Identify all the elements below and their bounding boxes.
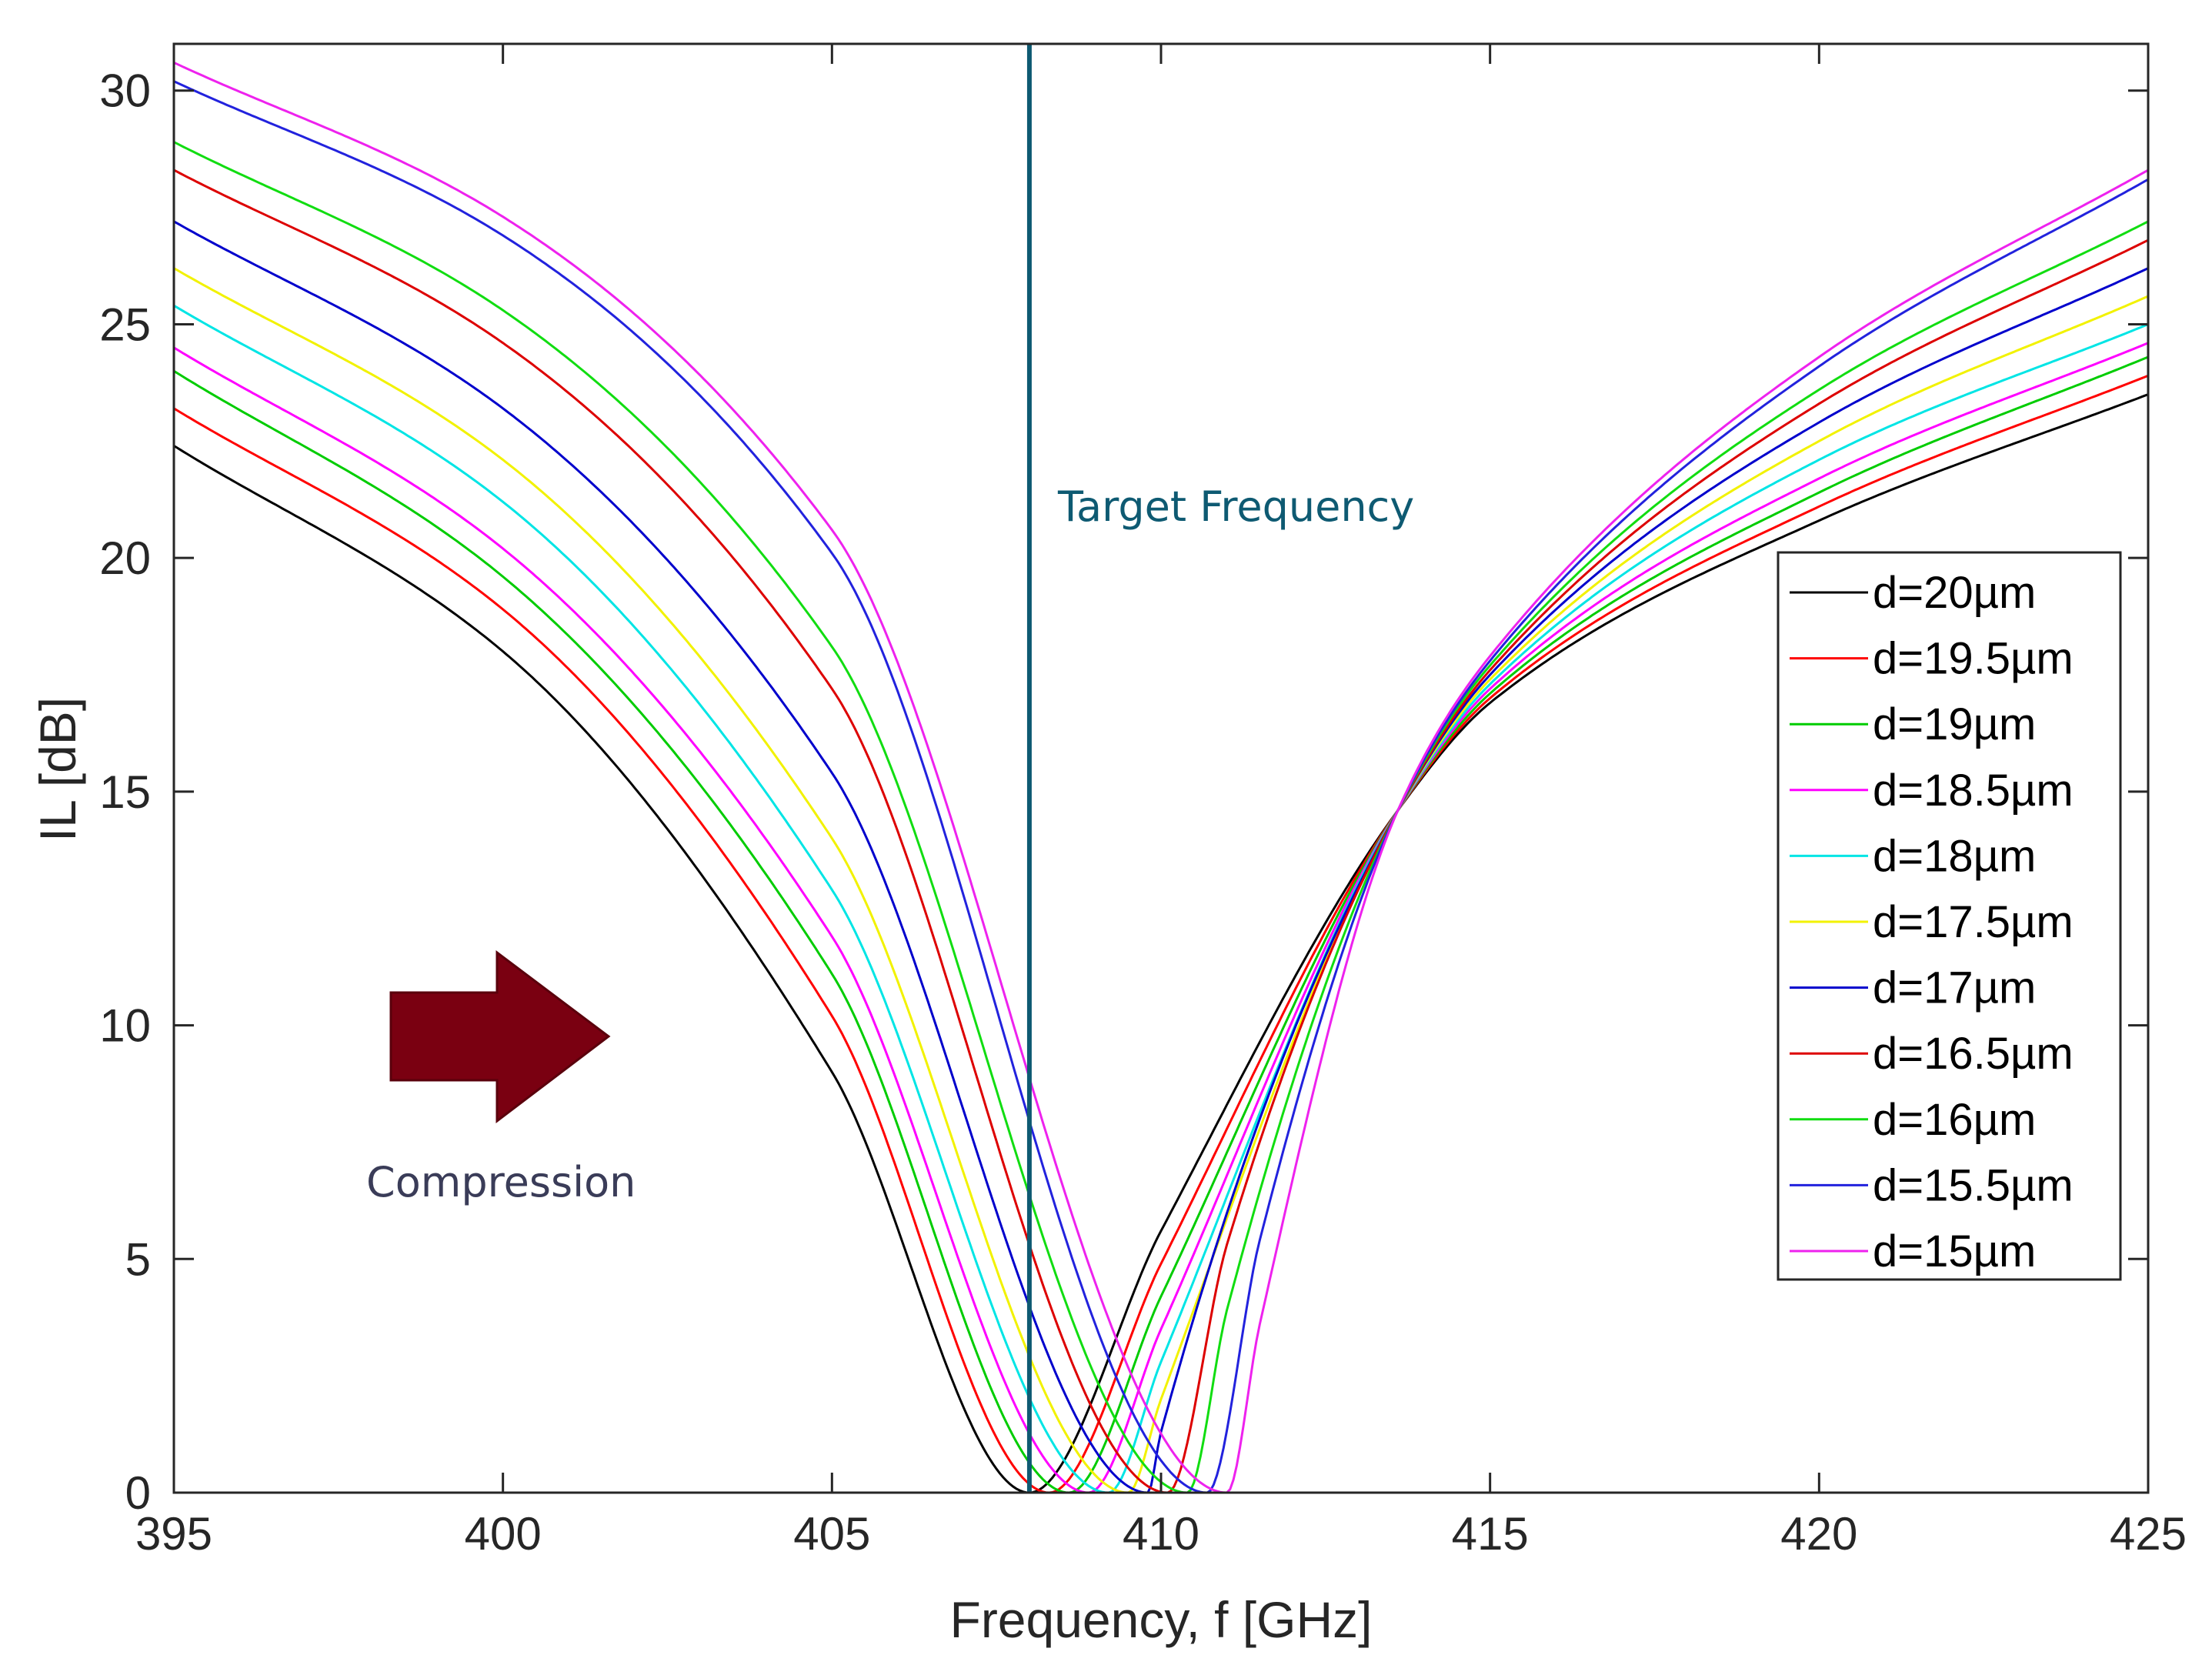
series-line-9: [174, 80, 2148, 1493]
compression-label: Compression: [366, 1158, 636, 1206]
series-line-10: [174, 61, 2148, 1493]
compression-arrow-icon: [389, 949, 611, 1124]
y-tick-label: 25: [99, 299, 151, 350]
x-tick-label: 410: [1123, 1508, 1199, 1560]
series-layer: [174, 61, 2148, 1493]
x-tick-label: 400: [465, 1508, 542, 1560]
series-line-1: [174, 374, 2148, 1493]
y-tick-label: 30: [99, 65, 151, 117]
series-line-5: [174, 267, 2148, 1493]
legend-label-1: d=19.5µm: [1873, 634, 2074, 684]
x-tick-label: 425: [2110, 1508, 2187, 1560]
ticks-layer: 395 400 405 410 415 420 425 0 5 10 15 20 25 30: [99, 44, 2187, 1560]
y-tick-label: 0: [125, 1467, 151, 1519]
x-axis-label: Frequency, f [GHz]: [950, 1591, 1373, 1648]
legend-label-0: d=20µm: [1873, 568, 2036, 618]
legend-box: [1777, 551, 2122, 1281]
y-axis-label: IL [dB]: [29, 697, 86, 842]
series-line-3: [174, 342, 2148, 1493]
legend-label-7: d=16.5µm: [1873, 1029, 2074, 1079]
y-tick-label: 20: [99, 532, 151, 584]
series-line-2: [174, 355, 2148, 1493]
legend-label-10: d=15µm: [1873, 1226, 2036, 1276]
legend-label-2: d=19µm: [1873, 699, 2036, 749]
series-line-4: [174, 304, 2148, 1493]
legend-label-5: d=17.5µm: [1873, 897, 2074, 947]
legend-label-8: d=16µm: [1873, 1095, 2036, 1145]
legend: d=20µm d=19.5µm d=19µm d=18.5µm d=18µm d=17.5…: [1790, 568, 2074, 1276]
legend-label-4: d=18µm: [1873, 831, 2036, 881]
legend-label-9: d=15.5µm: [1873, 1160, 2074, 1210]
target-frequency-label: Target Frequency: [1057, 482, 1414, 531]
y-tick-label: 5: [125, 1233, 151, 1285]
y-tick-label: 15: [99, 766, 151, 818]
y-tick-label: 10: [99, 1000, 151, 1052]
x-tick-label: 415: [1452, 1508, 1529, 1560]
series-line-0: [174, 393, 2148, 1493]
legend-label-6: d=17µm: [1873, 963, 2036, 1013]
x-tick-label: 395: [135, 1508, 212, 1560]
x-tick-label: 405: [793, 1508, 870, 1560]
legend-label-3: d=18.5µm: [1873, 766, 2074, 816]
x-tick-label: 420: [1780, 1508, 1857, 1560]
